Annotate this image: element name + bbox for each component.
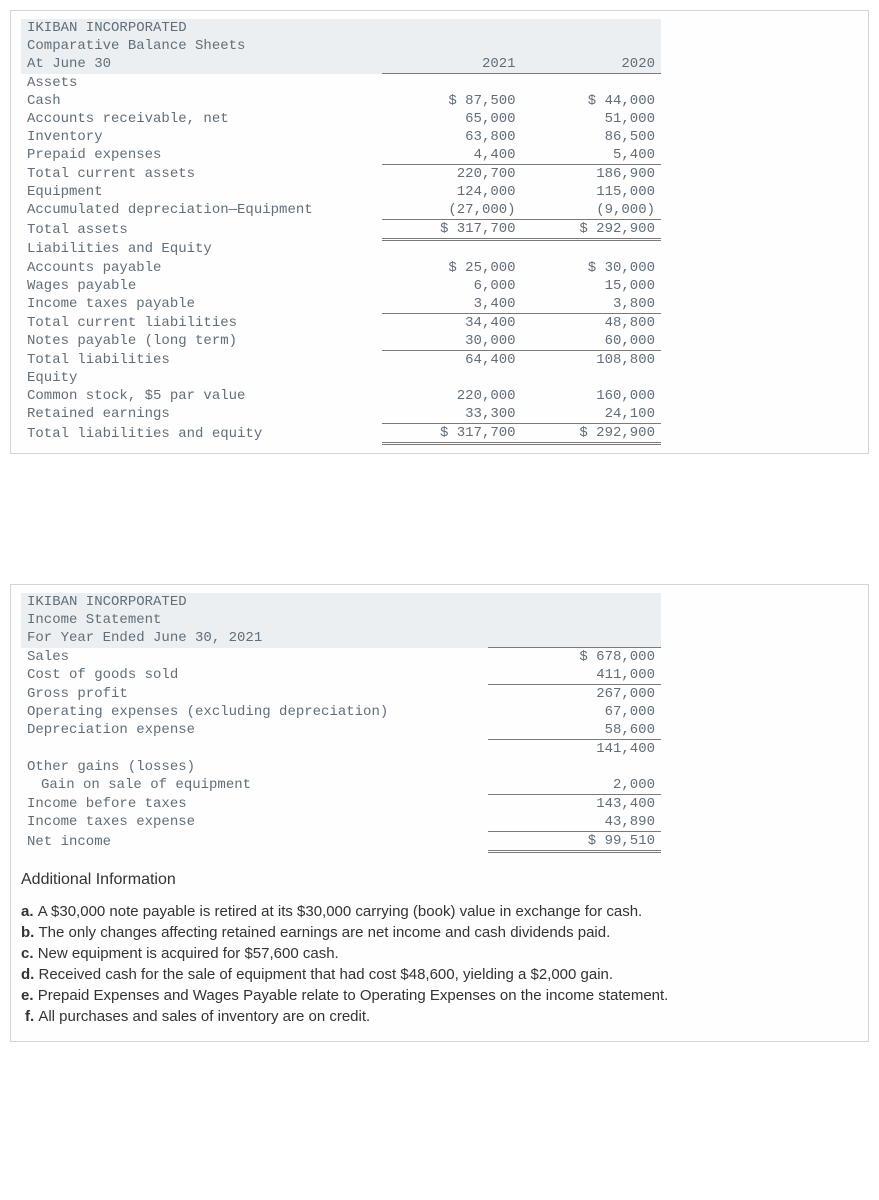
value-cell: 43,890	[488, 813, 661, 832]
value-cell: (27,000)	[382, 201, 521, 220]
income-statement-table: IKIBAN INCORPORATED Income Statement For…	[21, 593, 661, 853]
row-label: Operating expenses (excluding depreciati…	[21, 703, 488, 721]
row-label: Sales	[21, 648, 488, 667]
value-cell: 51,000	[522, 110, 661, 128]
row-label: Gross profit	[21, 685, 488, 704]
value-cell: 186,900	[522, 165, 661, 184]
row-label: Depreciation expense	[21, 721, 488, 740]
value-cell: 220,700	[382, 165, 521, 184]
value-cell: $ 317,700	[382, 220, 521, 240]
addl-item: f. All purchases and sales of inventory …	[21, 1006, 858, 1027]
is-title: Income Statement	[21, 611, 488, 629]
value-cell: 65,000	[382, 110, 521, 128]
equity-header: Equity	[21, 369, 382, 387]
row-label	[21, 740, 488, 759]
assets-header: Assets	[21, 74, 382, 93]
income-statement-panel: IKIBAN INCORPORATED Income Statement For…	[10, 584, 869, 1042]
row-label: Total liabilities and equity	[21, 424, 382, 444]
addl-item: c. New equipment is acquired for $57,600…	[21, 943, 858, 964]
additional-info-list: a. A $30,000 note payable is retired at …	[21, 901, 858, 1027]
value-cell: 2,000	[488, 776, 661, 795]
value-cell: 64,400	[382, 351, 521, 370]
value-cell: $ 317,700	[382, 424, 521, 444]
value-cell: 160,000	[522, 387, 661, 405]
value-cell: 58,600	[488, 721, 661, 740]
value-cell: 86,500	[522, 128, 661, 146]
addl-item: d. Received cash for the sale of equipme…	[21, 964, 858, 985]
is-company: IKIBAN INCORPORATED	[21, 593, 488, 611]
addl-item: e. Prepaid Expenses and Wages Payable re…	[21, 985, 858, 1006]
row-label: Cost of goods sold	[21, 666, 488, 685]
value-cell: 6,000	[382, 277, 521, 295]
value-cell: 15,000	[522, 277, 661, 295]
row-label: Gain on sale of equipment	[21, 776, 488, 795]
value-cell: 24,100	[522, 405, 661, 424]
col-2021: 2021	[382, 55, 521, 74]
row-label: Prepaid expenses	[21, 146, 382, 165]
value-cell: 5,400	[522, 146, 661, 165]
value-cell: $ 292,900	[522, 424, 661, 444]
row-label: Retained earnings	[21, 405, 382, 424]
value-cell: 108,800	[522, 351, 661, 370]
balance-sheet-panel: IKIBAN INCORPORATED Comparative Balance …	[10, 10, 869, 454]
additional-info-title: Additional Information	[21, 871, 858, 889]
value-cell: 115,000	[522, 183, 661, 201]
row-label: Common stock, $5 par value	[21, 387, 382, 405]
row-label: Inventory	[21, 128, 382, 146]
date-label: At June 30	[21, 55, 382, 74]
value-cell: 220,000	[382, 387, 521, 405]
col-2020: 2020	[522, 55, 661, 74]
row-label: Net income	[21, 832, 488, 852]
value-cell: $ 44,000	[522, 92, 661, 110]
value-cell: $ 30,000	[522, 259, 661, 277]
le-header: Liabilities and Equity	[21, 240, 382, 260]
row-label: Income taxes payable	[21, 295, 382, 314]
value-cell: 124,000	[382, 183, 521, 201]
row-label: Wages payable	[21, 277, 382, 295]
value-cell: 67,000	[488, 703, 661, 721]
row-label: Total current assets	[21, 165, 382, 184]
row-label: Total assets	[21, 220, 382, 240]
row-label: Total current liabilities	[21, 314, 382, 333]
is-period: For Year Ended June 30, 2021	[21, 629, 488, 648]
row-label: Income taxes expense	[21, 813, 488, 832]
value-cell: 3,800	[522, 295, 661, 314]
value-cell: $ 87,500	[382, 92, 521, 110]
ogl-header: Other gains (losses)	[21, 758, 488, 776]
row-label: Accumulated depreciation—Equipment	[21, 201, 382, 220]
addl-item: a. A $30,000 note payable is retired at …	[21, 901, 858, 922]
value-cell: 4,400	[382, 146, 521, 165]
balance-sheet-table: IKIBAN INCORPORATED Comparative Balance …	[21, 19, 661, 445]
bs-title: Comparative Balance Sheets	[21, 37, 382, 55]
addl-item: b. The only changes affecting retained e…	[21, 922, 858, 943]
value-cell: 141,400	[488, 740, 661, 759]
value-cell: 48,800	[522, 314, 661, 333]
value-cell: 143,400	[488, 795, 661, 814]
row-label: Income before taxes	[21, 795, 488, 814]
value-cell: $ 25,000	[382, 259, 521, 277]
row-label: Cash	[21, 92, 382, 110]
row-label: Notes payable (long term)	[21, 332, 382, 351]
value-cell: 30,000	[382, 332, 521, 351]
row-label: Accounts receivable, net	[21, 110, 382, 128]
value-cell: (9,000)	[522, 201, 661, 220]
value-cell: 411,000	[488, 666, 661, 685]
row-label: Total liabilities	[21, 351, 382, 370]
row-label: Equipment	[21, 183, 382, 201]
value-cell: 267,000	[488, 685, 661, 704]
value-cell: 34,400	[382, 314, 521, 333]
company-name: IKIBAN INCORPORATED	[21, 19, 382, 37]
value-cell: 63,800	[382, 128, 521, 146]
value-cell: 60,000	[522, 332, 661, 351]
value-cell: 33,300	[382, 405, 521, 424]
value-cell: 3,400	[382, 295, 521, 314]
value-cell: $ 292,900	[522, 220, 661, 240]
value-cell: $ 678,000	[488, 648, 661, 667]
value-cell: $ 99,510	[488, 832, 661, 852]
row-label: Accounts payable	[21, 259, 382, 277]
